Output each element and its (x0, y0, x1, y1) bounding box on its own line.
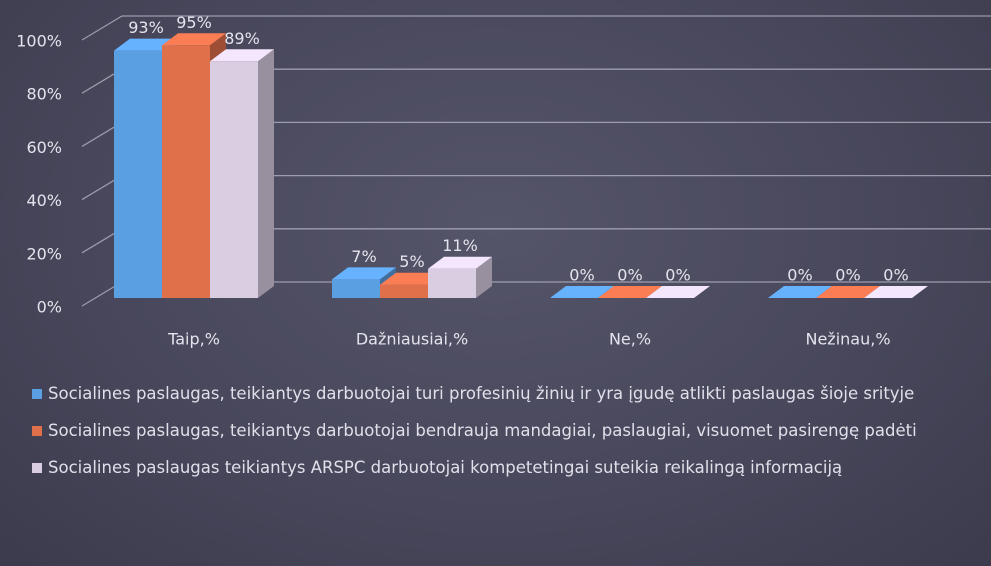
bar-front (428, 268, 476, 298)
y-tick-label: 0% (37, 298, 62, 317)
bar-front (114, 50, 162, 299)
value-label: 0% (835, 266, 860, 285)
bar-side (258, 49, 274, 299)
y-tick-label: 100% (16, 32, 62, 51)
value-label: 0% (665, 266, 690, 285)
value-label: 0% (617, 266, 642, 285)
y-tick-label: 40% (26, 191, 62, 210)
value-label: 0% (569, 266, 594, 285)
bar-front (162, 45, 210, 298)
bar-top (550, 286, 614, 298)
bar (816, 286, 880, 298)
grid-line (81, 15, 991, 41)
bar (646, 286, 710, 298)
value-label: 11% (442, 236, 478, 255)
bar (428, 256, 492, 298)
bar-top (428, 256, 492, 269)
x-tick-label: Dažniausiai,% (356, 330, 468, 349)
bar-top (816, 286, 880, 298)
legend: Socialines paslaugas, teikiantys darbuot… (32, 382, 987, 493)
bar-side (476, 256, 492, 298)
bar (210, 49, 274, 299)
value-label: 0% (787, 266, 812, 285)
x-tick-label: Taip,% (167, 330, 220, 349)
bar-top (646, 286, 710, 298)
legend-item: Socialines paslaugas, teikiantys darbuot… (32, 382, 987, 406)
legend-swatch (32, 389, 42, 399)
legend-swatch (32, 463, 42, 473)
value-label: 5% (399, 252, 424, 271)
legend-item: Socialines paslaugas, teikiantys darbuot… (32, 419, 987, 443)
y-tick-label: 20% (26, 244, 62, 263)
x-tick-label: Nežinau,% (805, 330, 890, 349)
legend-label: Socialines paslaugas, teikiantys darbuot… (48, 384, 915, 403)
y-tick-label: 80% (26, 85, 62, 104)
value-label: 89% (224, 29, 260, 48)
bar-top (332, 267, 396, 280)
bar (864, 286, 928, 298)
bar (598, 286, 662, 298)
bar-top (210, 49, 274, 62)
y-tick-label: 60% (26, 138, 62, 157)
bar (550, 286, 614, 298)
bar-front (332, 279, 380, 298)
bar-front (210, 61, 258, 299)
bar-top (864, 286, 928, 298)
bar-top (598, 286, 662, 298)
legend-label: Socialines paslaugas teikiantys ARSPC da… (48, 458, 843, 477)
value-label: 95% (176, 13, 212, 32)
legend-label: Socialines paslaugas, teikiantys darbuot… (48, 421, 917, 440)
bar (768, 286, 832, 298)
value-label: 93% (128, 18, 164, 37)
bar-top (162, 33, 226, 46)
bar-front (380, 284, 428, 298)
value-label: 7% (351, 247, 376, 266)
legend-item: Socialines paslaugas teikiantys ARSPC da… (32, 456, 987, 480)
legend-swatch (32, 426, 42, 436)
bar-top (768, 286, 832, 298)
chart: 0% 20% 40% 60% 80% 100% Taip,% 93% 95% 89% Dažniau… (16, 13, 991, 349)
x-tick-label: Ne,% (609, 330, 651, 349)
value-label: 0% (883, 266, 908, 285)
